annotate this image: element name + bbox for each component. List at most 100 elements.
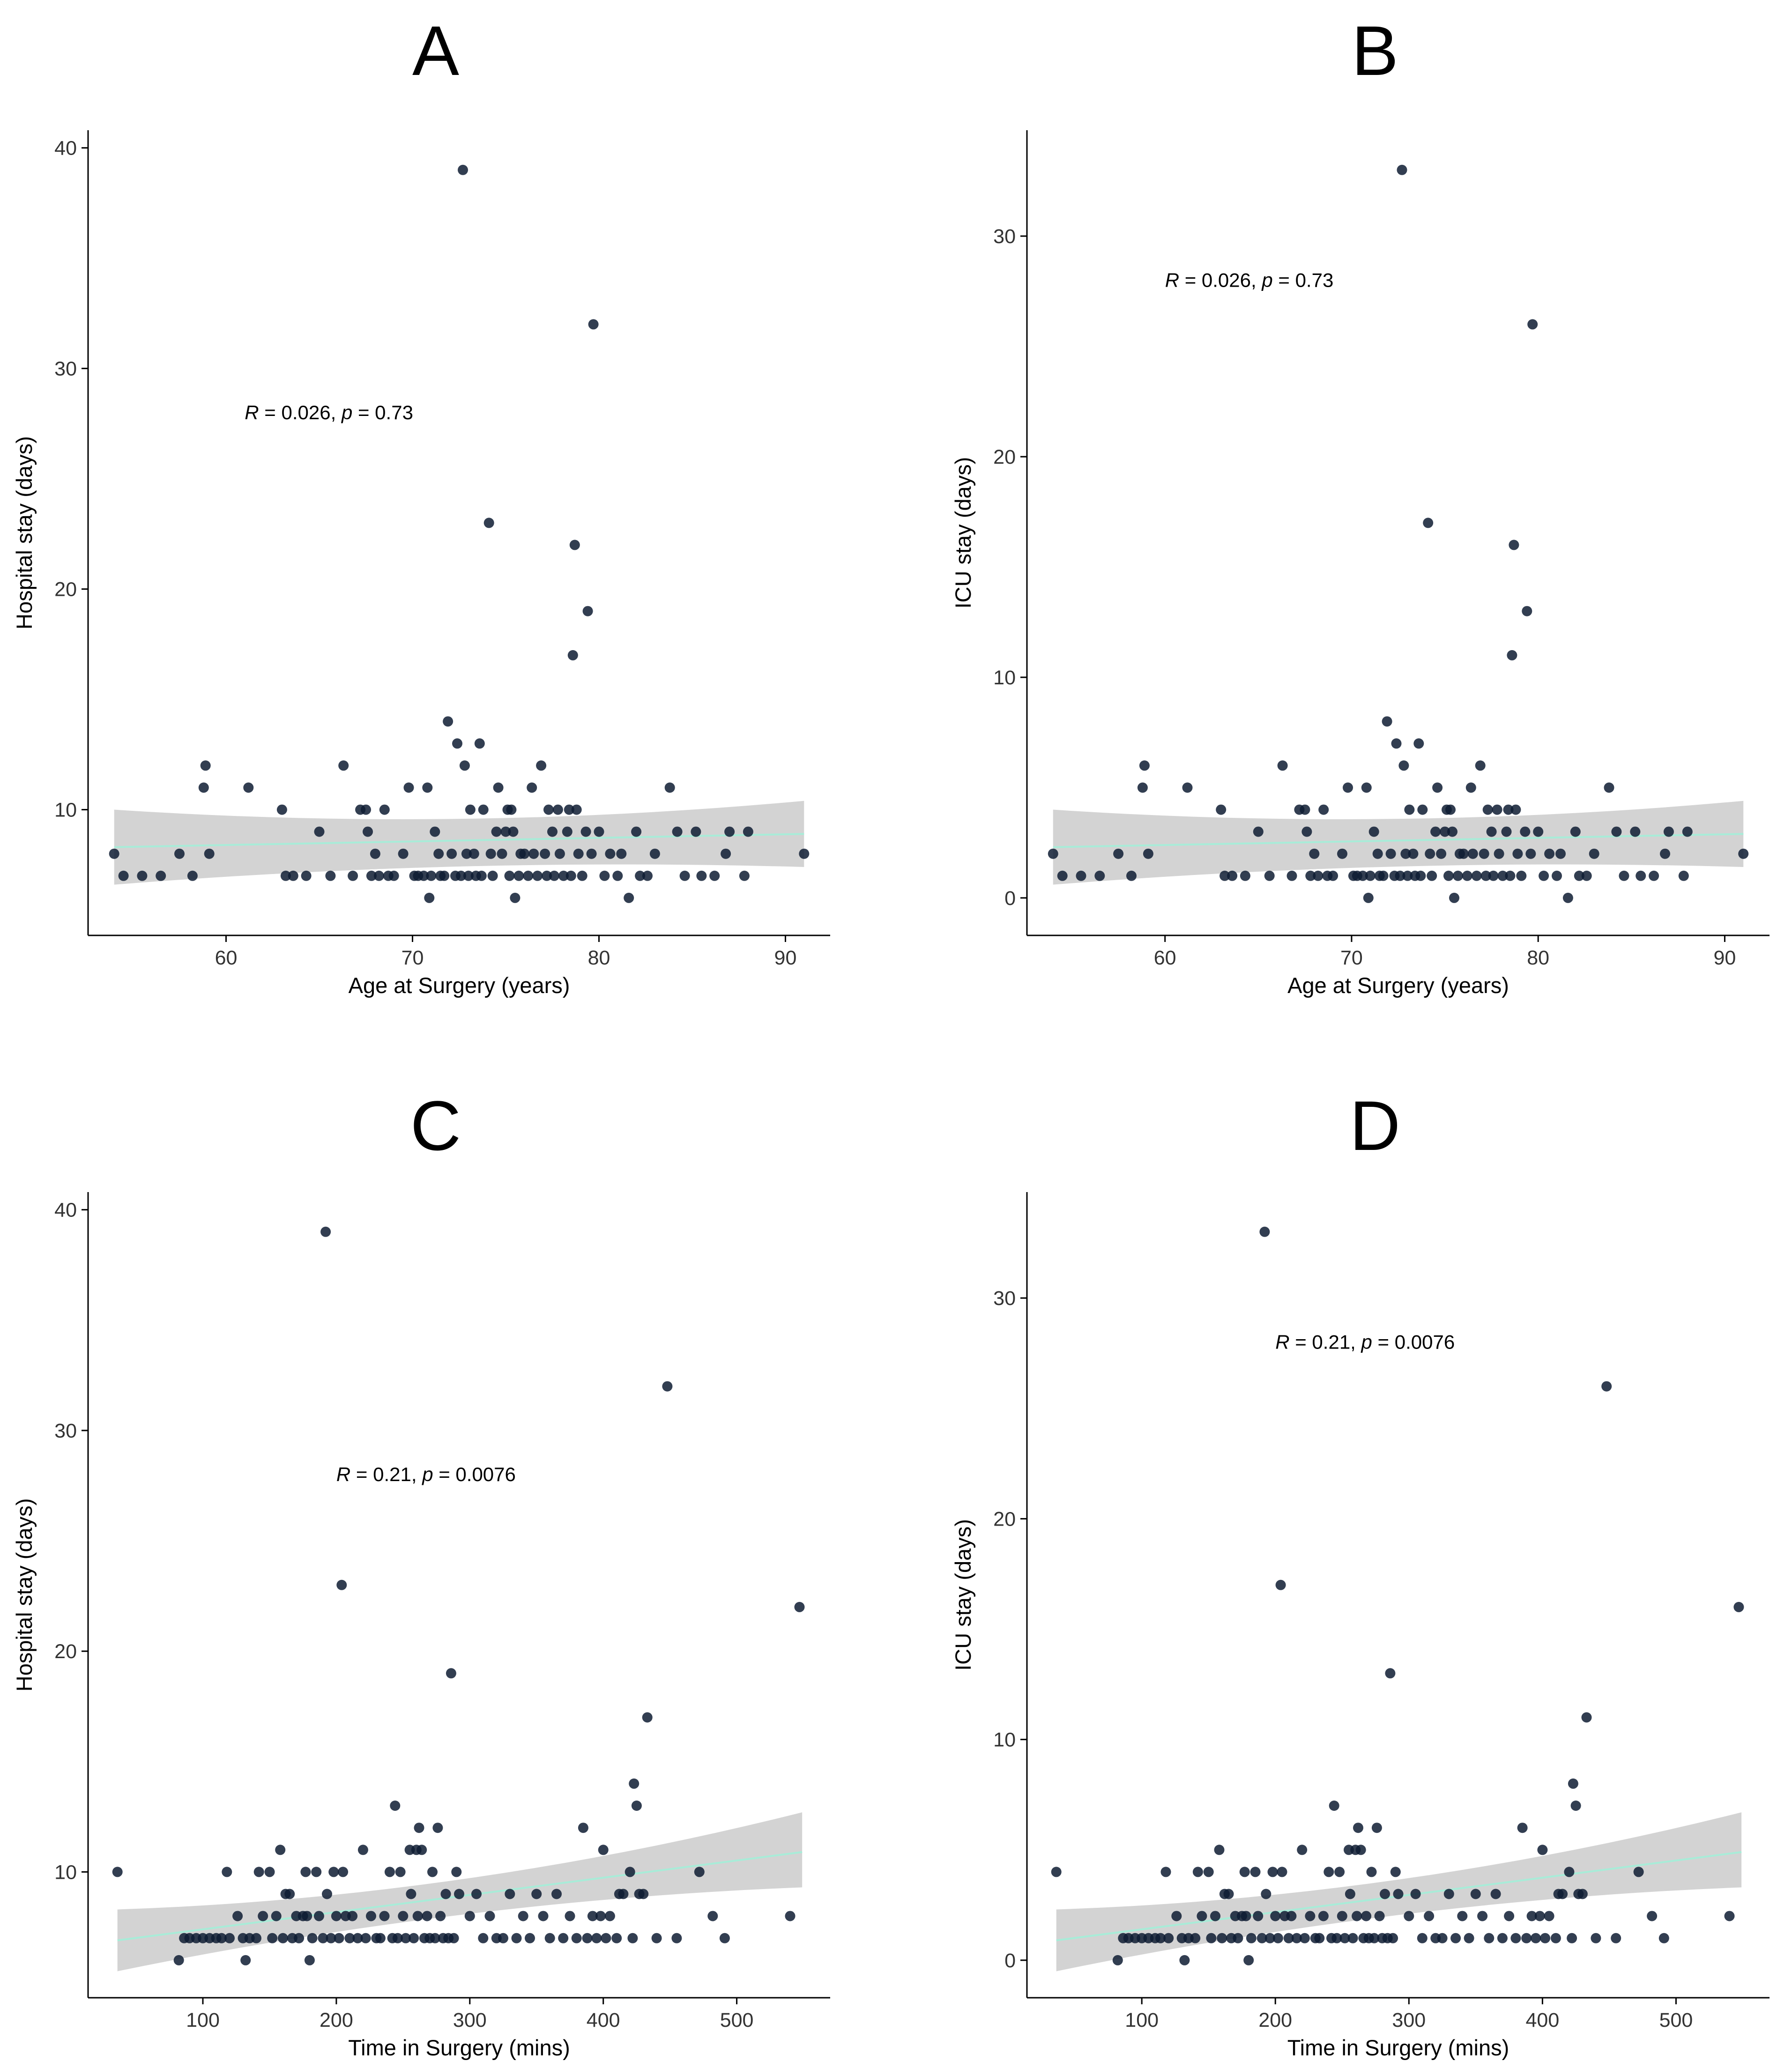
data-point	[582, 606, 593, 616]
data-point	[558, 870, 569, 881]
data-point	[1557, 1889, 1568, 1899]
data-point	[336, 1579, 347, 1590]
data-point	[540, 848, 550, 859]
data-point	[527, 782, 537, 793]
data-point	[1516, 870, 1527, 881]
data-point	[395, 1867, 406, 1877]
data-point	[137, 870, 148, 881]
data-point	[1143, 848, 1153, 859]
x-tick-label: 100	[1125, 2009, 1159, 2031]
data-point	[562, 826, 573, 837]
data-point	[1486, 826, 1497, 837]
data-point	[1477, 1911, 1488, 1921]
data-point	[1410, 1889, 1421, 1899]
y-tick-label: 30	[993, 1287, 1016, 1310]
data-point	[338, 1867, 349, 1877]
data-point	[478, 804, 489, 815]
annotation-r-symbol: R	[1275, 1331, 1289, 1353]
data-point	[435, 1911, 446, 1921]
data-point	[631, 826, 642, 837]
data-point	[463, 870, 474, 881]
data-point	[1480, 870, 1491, 881]
data-point	[1227, 870, 1238, 881]
data-point	[599, 870, 610, 881]
data-point	[1467, 848, 1478, 859]
data-point	[1417, 1933, 1428, 1943]
data-point	[418, 870, 429, 881]
data-point	[379, 804, 390, 815]
data-point	[1443, 870, 1454, 881]
data-point	[1497, 1933, 1508, 1943]
data-point	[1286, 1911, 1297, 1921]
data-point	[366, 870, 377, 881]
data-point	[1504, 1911, 1515, 1921]
panel-a: A 60 70 80 90 10 20 30 40 Age at Surgery (years) H…	[12, 11, 830, 998]
data-point	[1581, 1712, 1592, 1723]
confidence-band	[1053, 801, 1744, 885]
data-point	[618, 1889, 629, 1899]
data-point	[468, 848, 479, 859]
data-point	[222, 1867, 232, 1877]
data-point	[1494, 848, 1504, 859]
data-point	[1450, 1933, 1461, 1943]
y-tick-label: 0	[1004, 887, 1016, 910]
data-point	[785, 1911, 796, 1921]
data-point	[1137, 782, 1148, 793]
data-point	[1678, 870, 1689, 881]
data-point	[642, 870, 653, 881]
data-point	[409, 1933, 419, 1943]
data-point	[1206, 1933, 1217, 1943]
data-point	[1509, 540, 1519, 550]
data-point	[1264, 1933, 1275, 1943]
data-point	[1497, 870, 1508, 881]
data-point	[1051, 1867, 1062, 1877]
data-point	[1297, 1845, 1308, 1855]
data-point	[605, 848, 616, 859]
data-point	[1525, 848, 1536, 859]
data-point	[1533, 826, 1544, 837]
data-point	[1343, 782, 1353, 793]
data-point	[174, 848, 185, 859]
data-point	[392, 1933, 403, 1943]
data-point	[118, 870, 129, 881]
annotation-p-text: = 0.73	[1273, 269, 1334, 291]
annotation-p-text: = 0.73	[352, 401, 413, 423]
y-tick-label: 10	[993, 1729, 1016, 1751]
data-point	[313, 1911, 324, 1921]
data-point	[412, 1911, 423, 1921]
data-point	[1437, 1933, 1448, 1943]
data-point	[1250, 1867, 1261, 1877]
y-tick-label: 10	[993, 667, 1016, 689]
data-point	[598, 1845, 609, 1855]
y-tick-label: 20	[54, 578, 77, 601]
data-point	[1423, 518, 1434, 528]
data-point	[601, 1933, 611, 1943]
data-point	[1512, 848, 1523, 859]
data-point	[1385, 848, 1396, 859]
data-point	[1567, 1933, 1577, 1943]
data-point	[483, 518, 494, 528]
annotation-p-symbol: p	[1261, 269, 1272, 291]
data-point	[1413, 738, 1424, 749]
data-point	[264, 1867, 275, 1877]
data-point	[1334, 1867, 1345, 1877]
data-point	[156, 870, 166, 881]
data-point	[536, 760, 547, 771]
data-point	[1464, 1933, 1474, 1943]
data-point	[370, 848, 380, 859]
data-point	[267, 1933, 278, 1943]
data-point	[1540, 1933, 1551, 1943]
data-point	[1544, 1911, 1554, 1921]
data-point	[721, 848, 731, 859]
data-point	[498, 1933, 508, 1943]
data-point	[1267, 1867, 1278, 1877]
data-point	[1371, 1823, 1382, 1833]
data-point	[1619, 870, 1629, 881]
data-point	[347, 1911, 358, 1921]
data-point	[326, 1933, 336, 1943]
data-point	[1488, 870, 1499, 881]
data-point	[1309, 848, 1320, 859]
y-tick-label: 20	[54, 1640, 77, 1663]
data-point	[430, 1933, 440, 1943]
